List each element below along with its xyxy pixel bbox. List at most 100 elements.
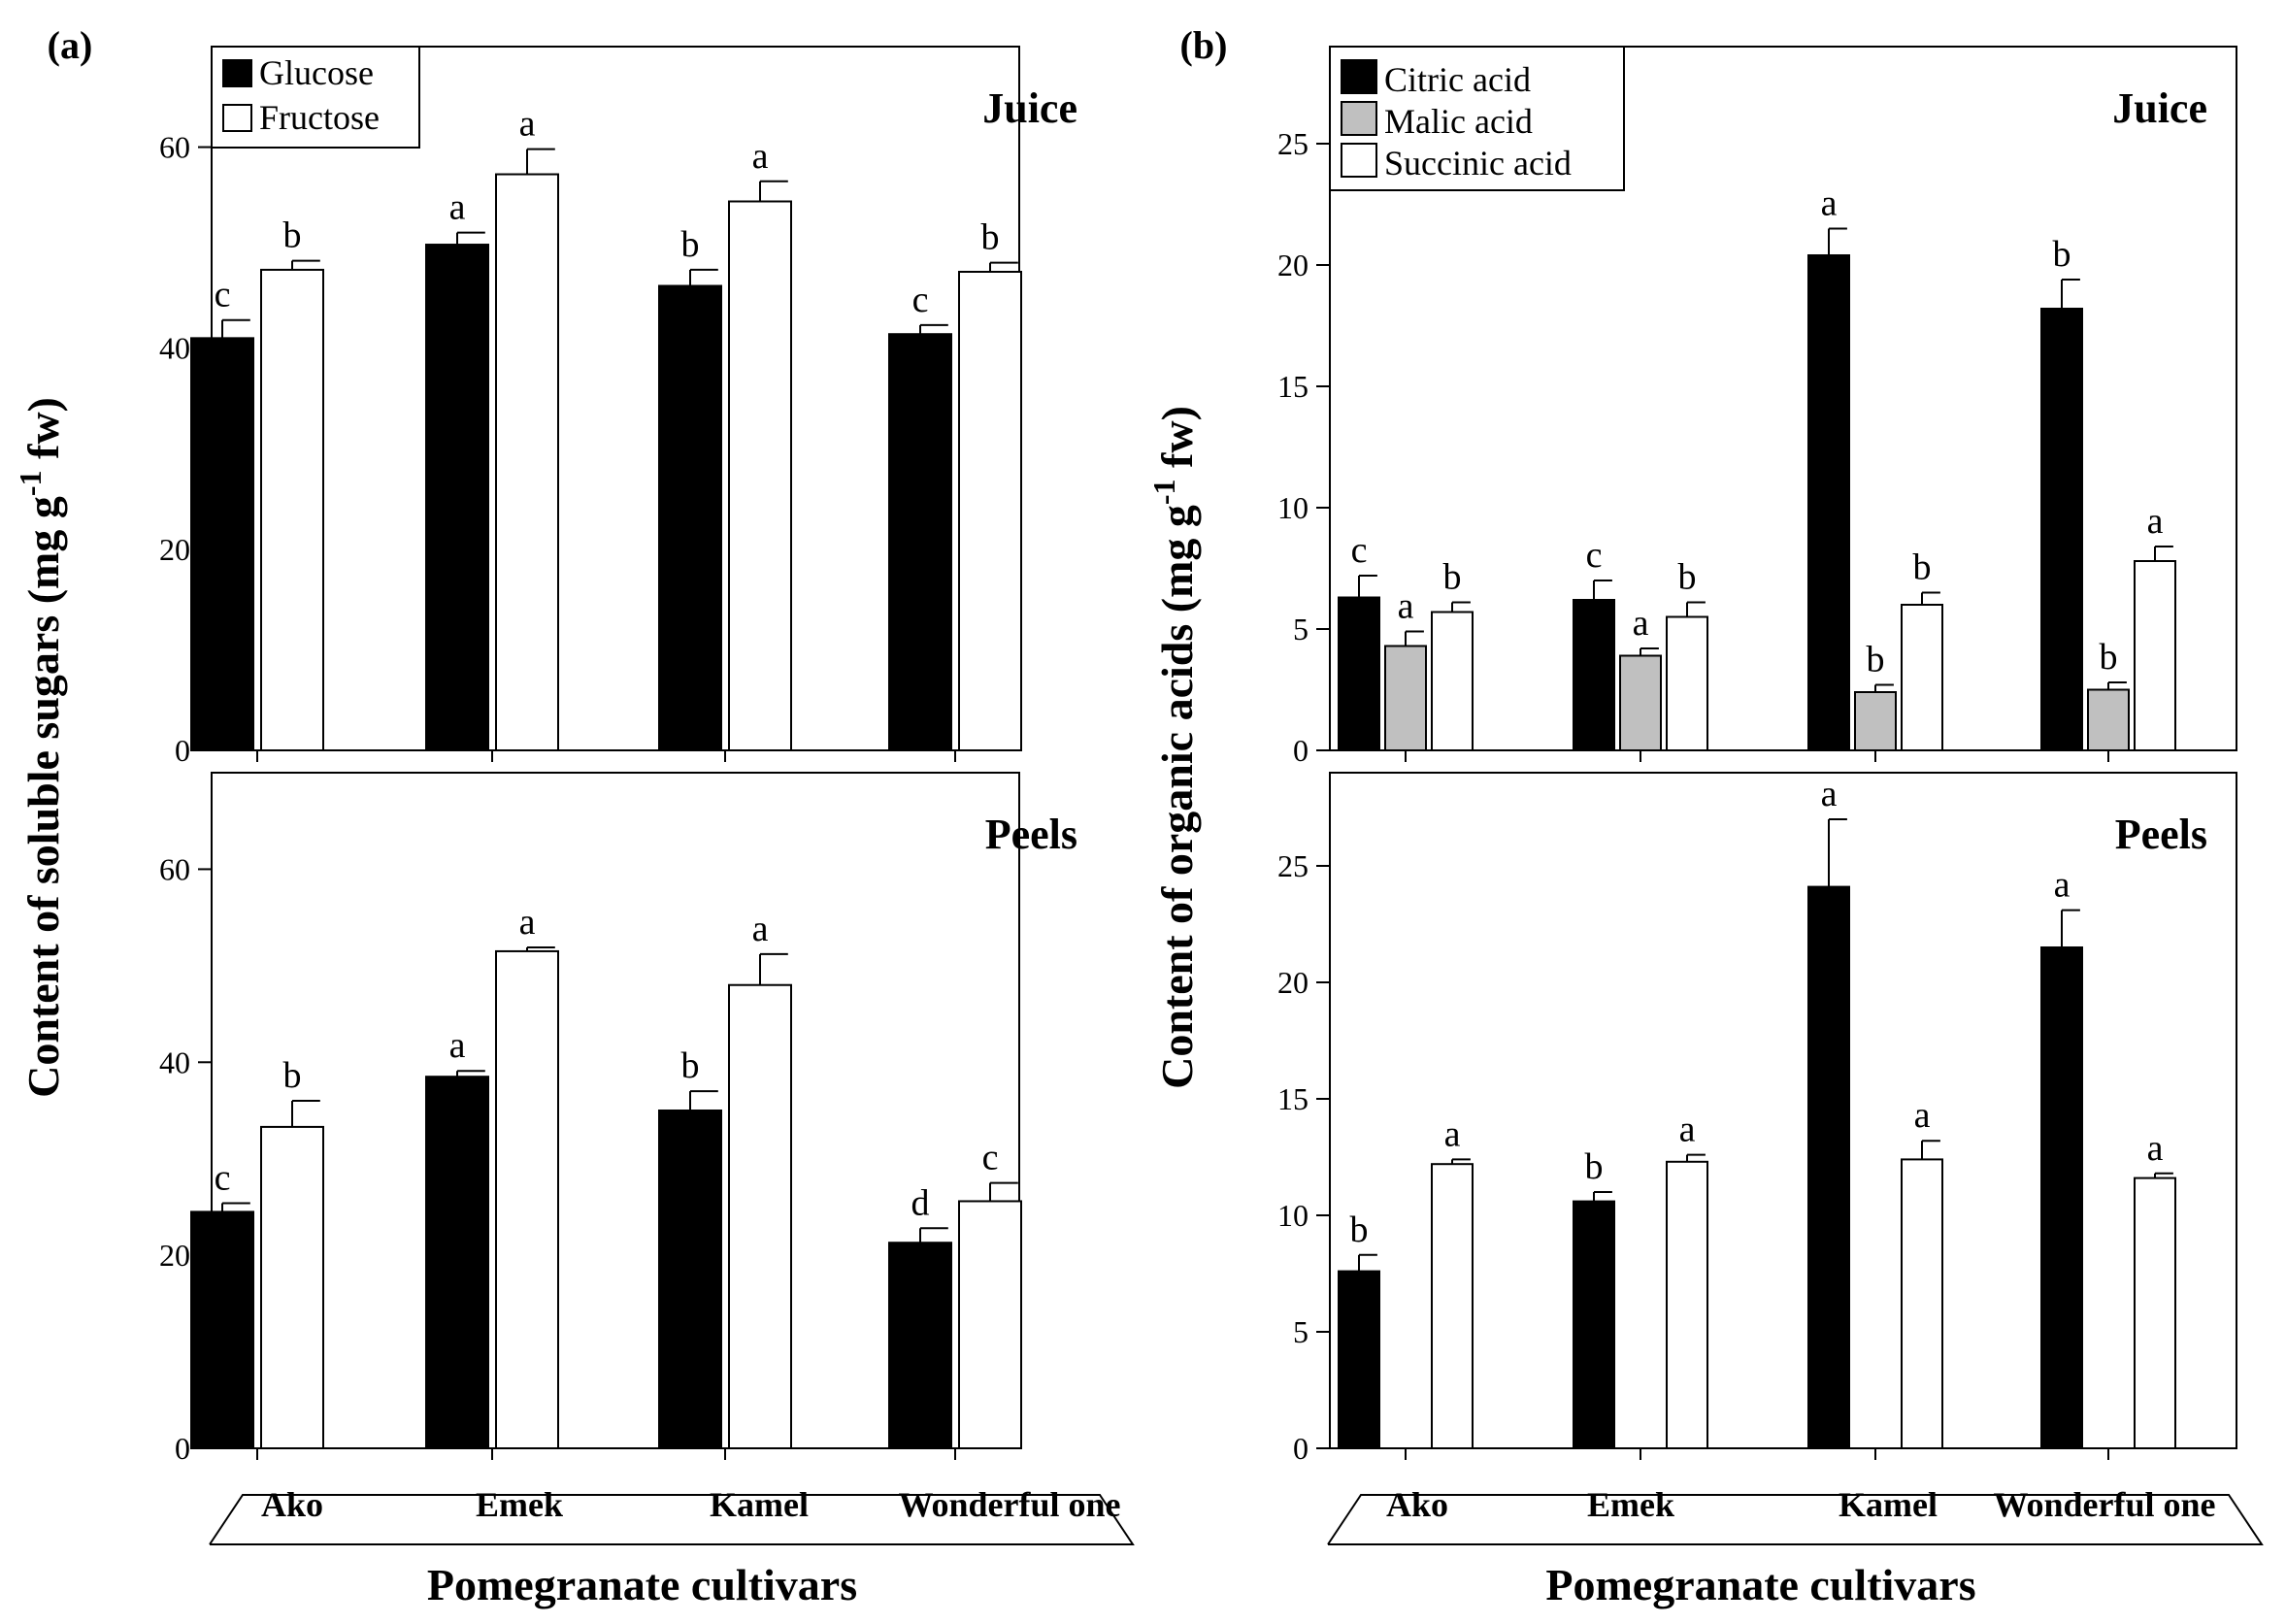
bar [190, 337, 254, 751]
y-tick-label: 10 [1277, 490, 1309, 525]
y-tick-label: 0 [175, 1431, 190, 1466]
significance-letter: c [982, 1138, 999, 1178]
x-axis-label: Pomegranate cultivars [427, 1560, 857, 1609]
legend-swatch [1341, 143, 1377, 178]
y-tick-label: 15 [1277, 369, 1309, 404]
category-label: Kamel [1839, 1485, 1938, 1524]
significance-letter: b [283, 215, 302, 256]
plot-frame [211, 772, 1020, 1449]
bar [1807, 885, 1850, 1449]
significance-letter: a [2147, 501, 2164, 542]
significance-letter: a [2147, 1128, 2164, 1169]
bar [1901, 604, 1943, 751]
y-tick-label: 20 [159, 532, 190, 567]
significance-letter: a [519, 104, 536, 145]
bar [2040, 308, 2083, 751]
subplot-title: Juice [982, 84, 1077, 132]
category-label: Emek [476, 1485, 563, 1524]
legend-label: Fructose [259, 98, 380, 137]
bar [1431, 611, 1474, 751]
significance-letter: b [2100, 637, 2118, 678]
bar [658, 1110, 722, 1449]
y-tick-label: 60 [159, 851, 190, 886]
significance-letter: a [752, 136, 769, 177]
significance-letter: b [1585, 1146, 1604, 1187]
significance-letter: b [981, 217, 1000, 258]
significance-letter: c [215, 1157, 231, 1198]
bar [1573, 599, 1615, 751]
plot-frame [1329, 46, 2237, 751]
significance-letter: a [1914, 1095, 1931, 1136]
bar [425, 244, 489, 752]
bar [1384, 645, 1427, 751]
bar [958, 271, 1022, 751]
panel-label: (b) [1180, 23, 1228, 67]
category-label: Ako [1386, 1485, 1448, 1524]
bar [260, 268, 324, 751]
bar [728, 200, 792, 751]
y-tick-label: 5 [1293, 1314, 1309, 1349]
bar [958, 1200, 1022, 1450]
bar [425, 1076, 489, 1449]
bar [888, 333, 952, 751]
significance-letter: a [1398, 586, 1414, 627]
significance-letter: b [681, 1045, 700, 1086]
bar [888, 1242, 952, 1450]
panel-label: (a) [48, 23, 93, 67]
bar [1338, 1270, 1380, 1449]
significance-letter: a [752, 909, 769, 949]
y-tick-label: 15 [1277, 1081, 1309, 1116]
y-tick-label: 0 [1293, 1431, 1309, 1466]
legend: Glucose Fructose [211, 46, 420, 149]
category-bracket [1327, 1494, 2264, 1545]
significance-letter: a [1633, 603, 1649, 644]
category-bracket [209, 1494, 1135, 1545]
subplot-peels: 0 5 10 15 20 25 b b a a a a a a Peels [1277, 772, 2237, 1466]
subplot-title: Peels [985, 811, 1077, 858]
significance-letter: a [1444, 1113, 1461, 1154]
significance-letter: d [911, 1182, 930, 1223]
y-tick-label: 10 [1277, 1198, 1309, 1233]
subplot-title: Juice [2112, 84, 2207, 132]
significance-letter: b [1350, 1210, 1369, 1250]
significance-letter: b [681, 224, 700, 265]
bar [1666, 1160, 1708, 1450]
y-tick-label: 0 [1293, 733, 1309, 768]
significance-letter: b [1913, 547, 1932, 588]
bar [2134, 1177, 2176, 1449]
bar [728, 983, 792, 1449]
y-tick-label: 25 [1277, 848, 1309, 883]
bar [1901, 1158, 1943, 1450]
significance-letter: a [449, 187, 466, 228]
category-label: Emek [1587, 1485, 1674, 1524]
legend-label: Citric acid [1384, 60, 1531, 99]
bar [1338, 596, 1380, 751]
bar [1666, 615, 1708, 751]
plot-frame [1329, 772, 2237, 1449]
bar [495, 949, 559, 1449]
category-label: Wonderful one [898, 1485, 1120, 1524]
bar [1431, 1163, 1474, 1449]
significance-letter: c [912, 280, 929, 320]
bar [1573, 1200, 1615, 1449]
legend-swatch [1341, 59, 1377, 94]
significance-letter: c [1351, 530, 1368, 571]
legend-box [1329, 46, 1625, 191]
bar [1619, 654, 1662, 751]
legend-swatch [222, 59, 252, 87]
y-tick-label: 5 [1293, 612, 1309, 646]
significance-letter: a [1821, 774, 1838, 814]
x-axis-label: Pomegranate cultivars [1545, 1560, 1975, 1609]
significance-letter: a [449, 1025, 466, 1066]
bar [495, 173, 559, 752]
significance-letter: a [1679, 1110, 1696, 1150]
bar [260, 1125, 324, 1449]
significance-letter: b [1867, 640, 1885, 680]
legend-swatch [1341, 101, 1377, 136]
subplot-title: Peels [2115, 811, 2207, 858]
significance-letter: b [1443, 557, 1462, 598]
